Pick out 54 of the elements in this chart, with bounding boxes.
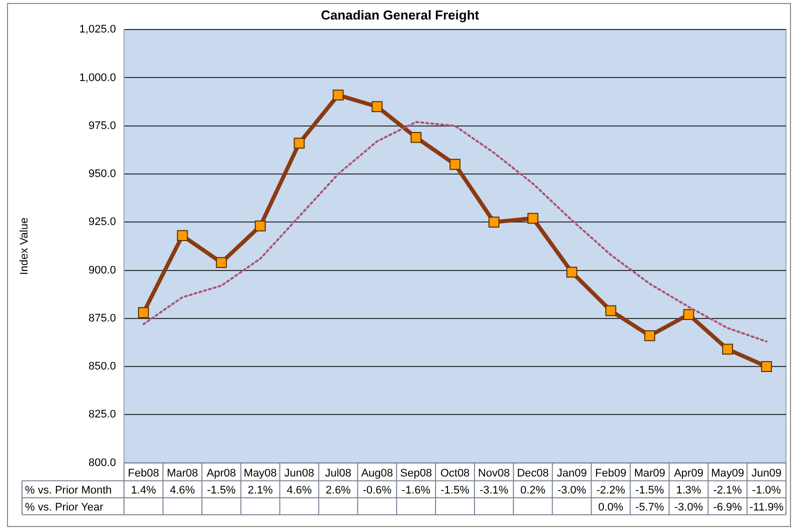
text: 0.0% xyxy=(598,501,624,514)
text: -1.5% xyxy=(206,484,236,496)
x-tick-label: Jan09 xyxy=(556,467,587,480)
x-tick-label: Jul08 xyxy=(325,467,352,480)
text: 1.4% xyxy=(130,484,156,496)
text: -3.0% xyxy=(557,484,586,496)
text: 1.3% xyxy=(676,484,702,496)
y-tick-label: 900.0 xyxy=(88,264,116,276)
text: -1.0% xyxy=(752,484,782,496)
y-tick-label: 850.0 xyxy=(88,360,116,373)
y-tick-label: 950.0 xyxy=(88,168,116,180)
y-tick-label: 1,000.0 xyxy=(79,72,116,84)
y-axis-title: Index Value xyxy=(18,218,31,275)
text: 2.6% xyxy=(326,484,351,496)
text: -2.1% xyxy=(713,484,742,496)
x-tick-label: Apr08 xyxy=(206,467,236,480)
text: -1.5% xyxy=(635,484,664,496)
x-tick-label: Mar08 xyxy=(166,467,198,480)
x-tick-label: Feb09 xyxy=(595,467,626,480)
y-tick-label: 800.0 xyxy=(88,456,116,469)
text: % vs. Prior Month xyxy=(25,484,112,496)
x-tick-label: Apr09 xyxy=(674,467,704,480)
text: % vs. Prior Year xyxy=(25,501,104,514)
x-tick-label: May08 xyxy=(244,467,277,480)
y-tick-label: 975.0 xyxy=(88,120,116,132)
text: -5.7% xyxy=(635,501,664,514)
text: -1.6% xyxy=(402,484,431,496)
x-tick-label: Jun09 xyxy=(752,467,782,480)
y-tick-label: 875.0 xyxy=(88,312,116,324)
text: 4.6% xyxy=(286,484,312,496)
text: -3.0% xyxy=(674,501,704,514)
text: 4.6% xyxy=(170,484,196,496)
text: -2.2% xyxy=(596,484,626,496)
text: 0.2% xyxy=(520,484,546,496)
text: -0.6% xyxy=(362,484,392,496)
text: -11.9% xyxy=(750,501,784,514)
x-tick-label: Aug08 xyxy=(361,467,394,480)
x-tick-label: Sep08 xyxy=(400,467,432,480)
x-tick-label: Oct08 xyxy=(440,467,470,480)
y-tick-label: 925.0 xyxy=(88,216,116,228)
x-tick-label: Nov08 xyxy=(478,467,510,480)
y-tick-label: 1,025.0 xyxy=(79,24,116,36)
text: 2.1% xyxy=(248,484,274,496)
y-tick-label: 825.0 xyxy=(88,408,116,421)
line-series xyxy=(142,121,768,343)
text: -1.5% xyxy=(440,484,470,496)
text: -6.9% xyxy=(713,501,742,514)
x-tick-label: Feb08 xyxy=(128,467,160,480)
text: -3.1% xyxy=(480,484,509,496)
x-tick-label: Mar09 xyxy=(634,467,666,480)
x-tick-label: Dec08 xyxy=(516,467,549,480)
chart-title: Canadian General Freight xyxy=(320,7,480,22)
x-tick-label: May09 xyxy=(711,467,744,480)
x-tick-label: Jun08 xyxy=(284,467,314,480)
